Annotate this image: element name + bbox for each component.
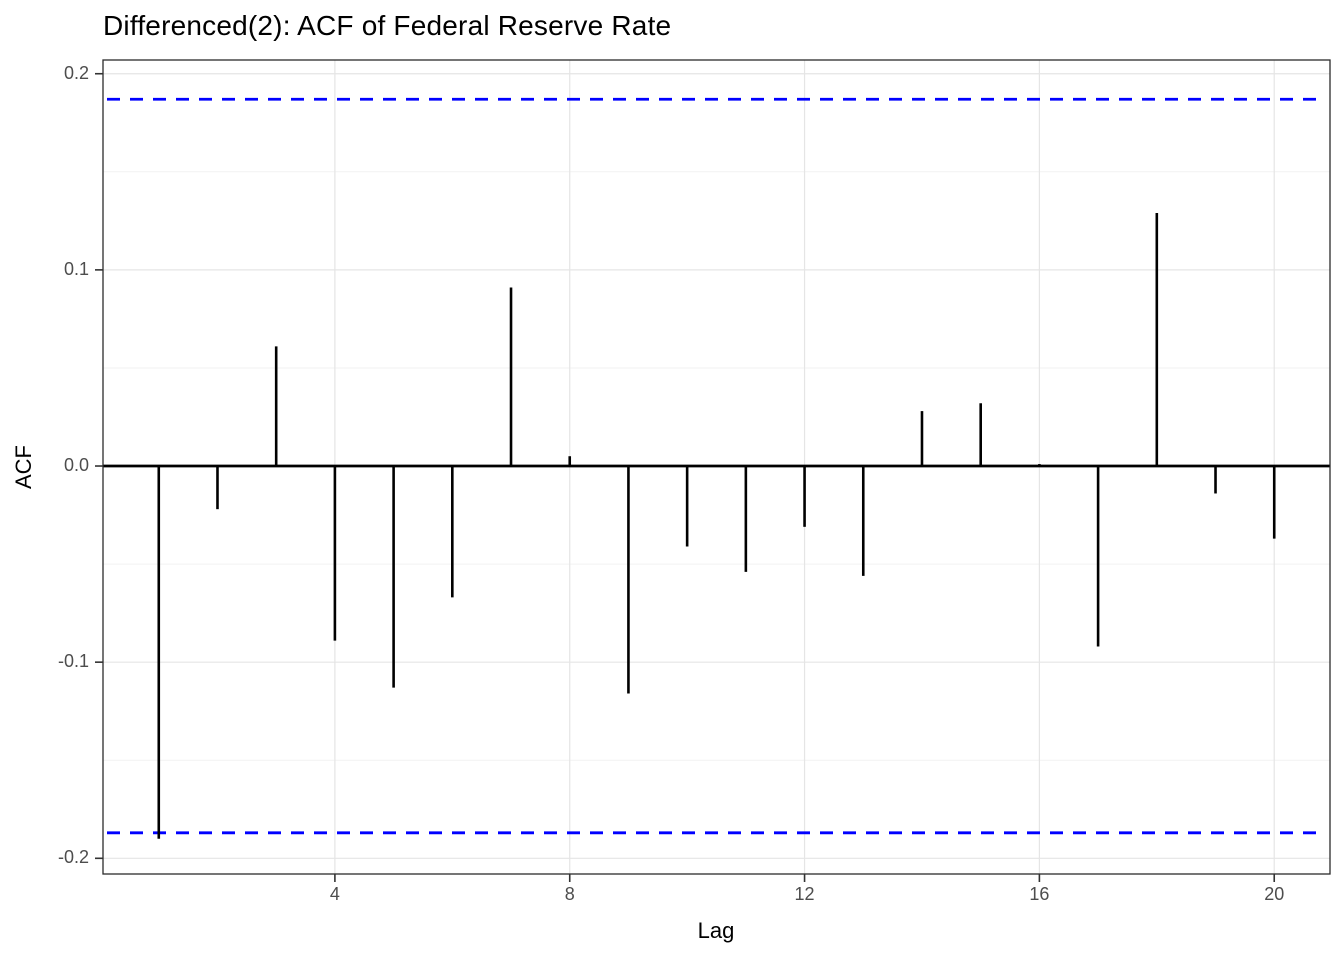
x-axis-title: Lag [697, 918, 735, 943]
x-tick-label: 12 [794, 884, 815, 904]
panel-border [102, 59, 1331, 875]
y-tick-label: 0.1 [63, 258, 89, 279]
x-tick-label: 4 [329, 884, 340, 904]
y-tick-label: 0.0 [63, 455, 89, 476]
y-tick-label: -0.2 [57, 847, 89, 868]
y-tick-label: 0.2 [63, 62, 89, 83]
y-axis-title: ACF [11, 445, 36, 489]
chart-title: Differenced(2): ACF of Federal Reserve R… [103, 10, 672, 41]
y-tick-label: -0.1 [57, 651, 89, 672]
x-tick-label: 20 [1264, 884, 1285, 904]
x-tick-label: 16 [1029, 884, 1050, 904]
x-tick-label: 8 [564, 884, 575, 904]
